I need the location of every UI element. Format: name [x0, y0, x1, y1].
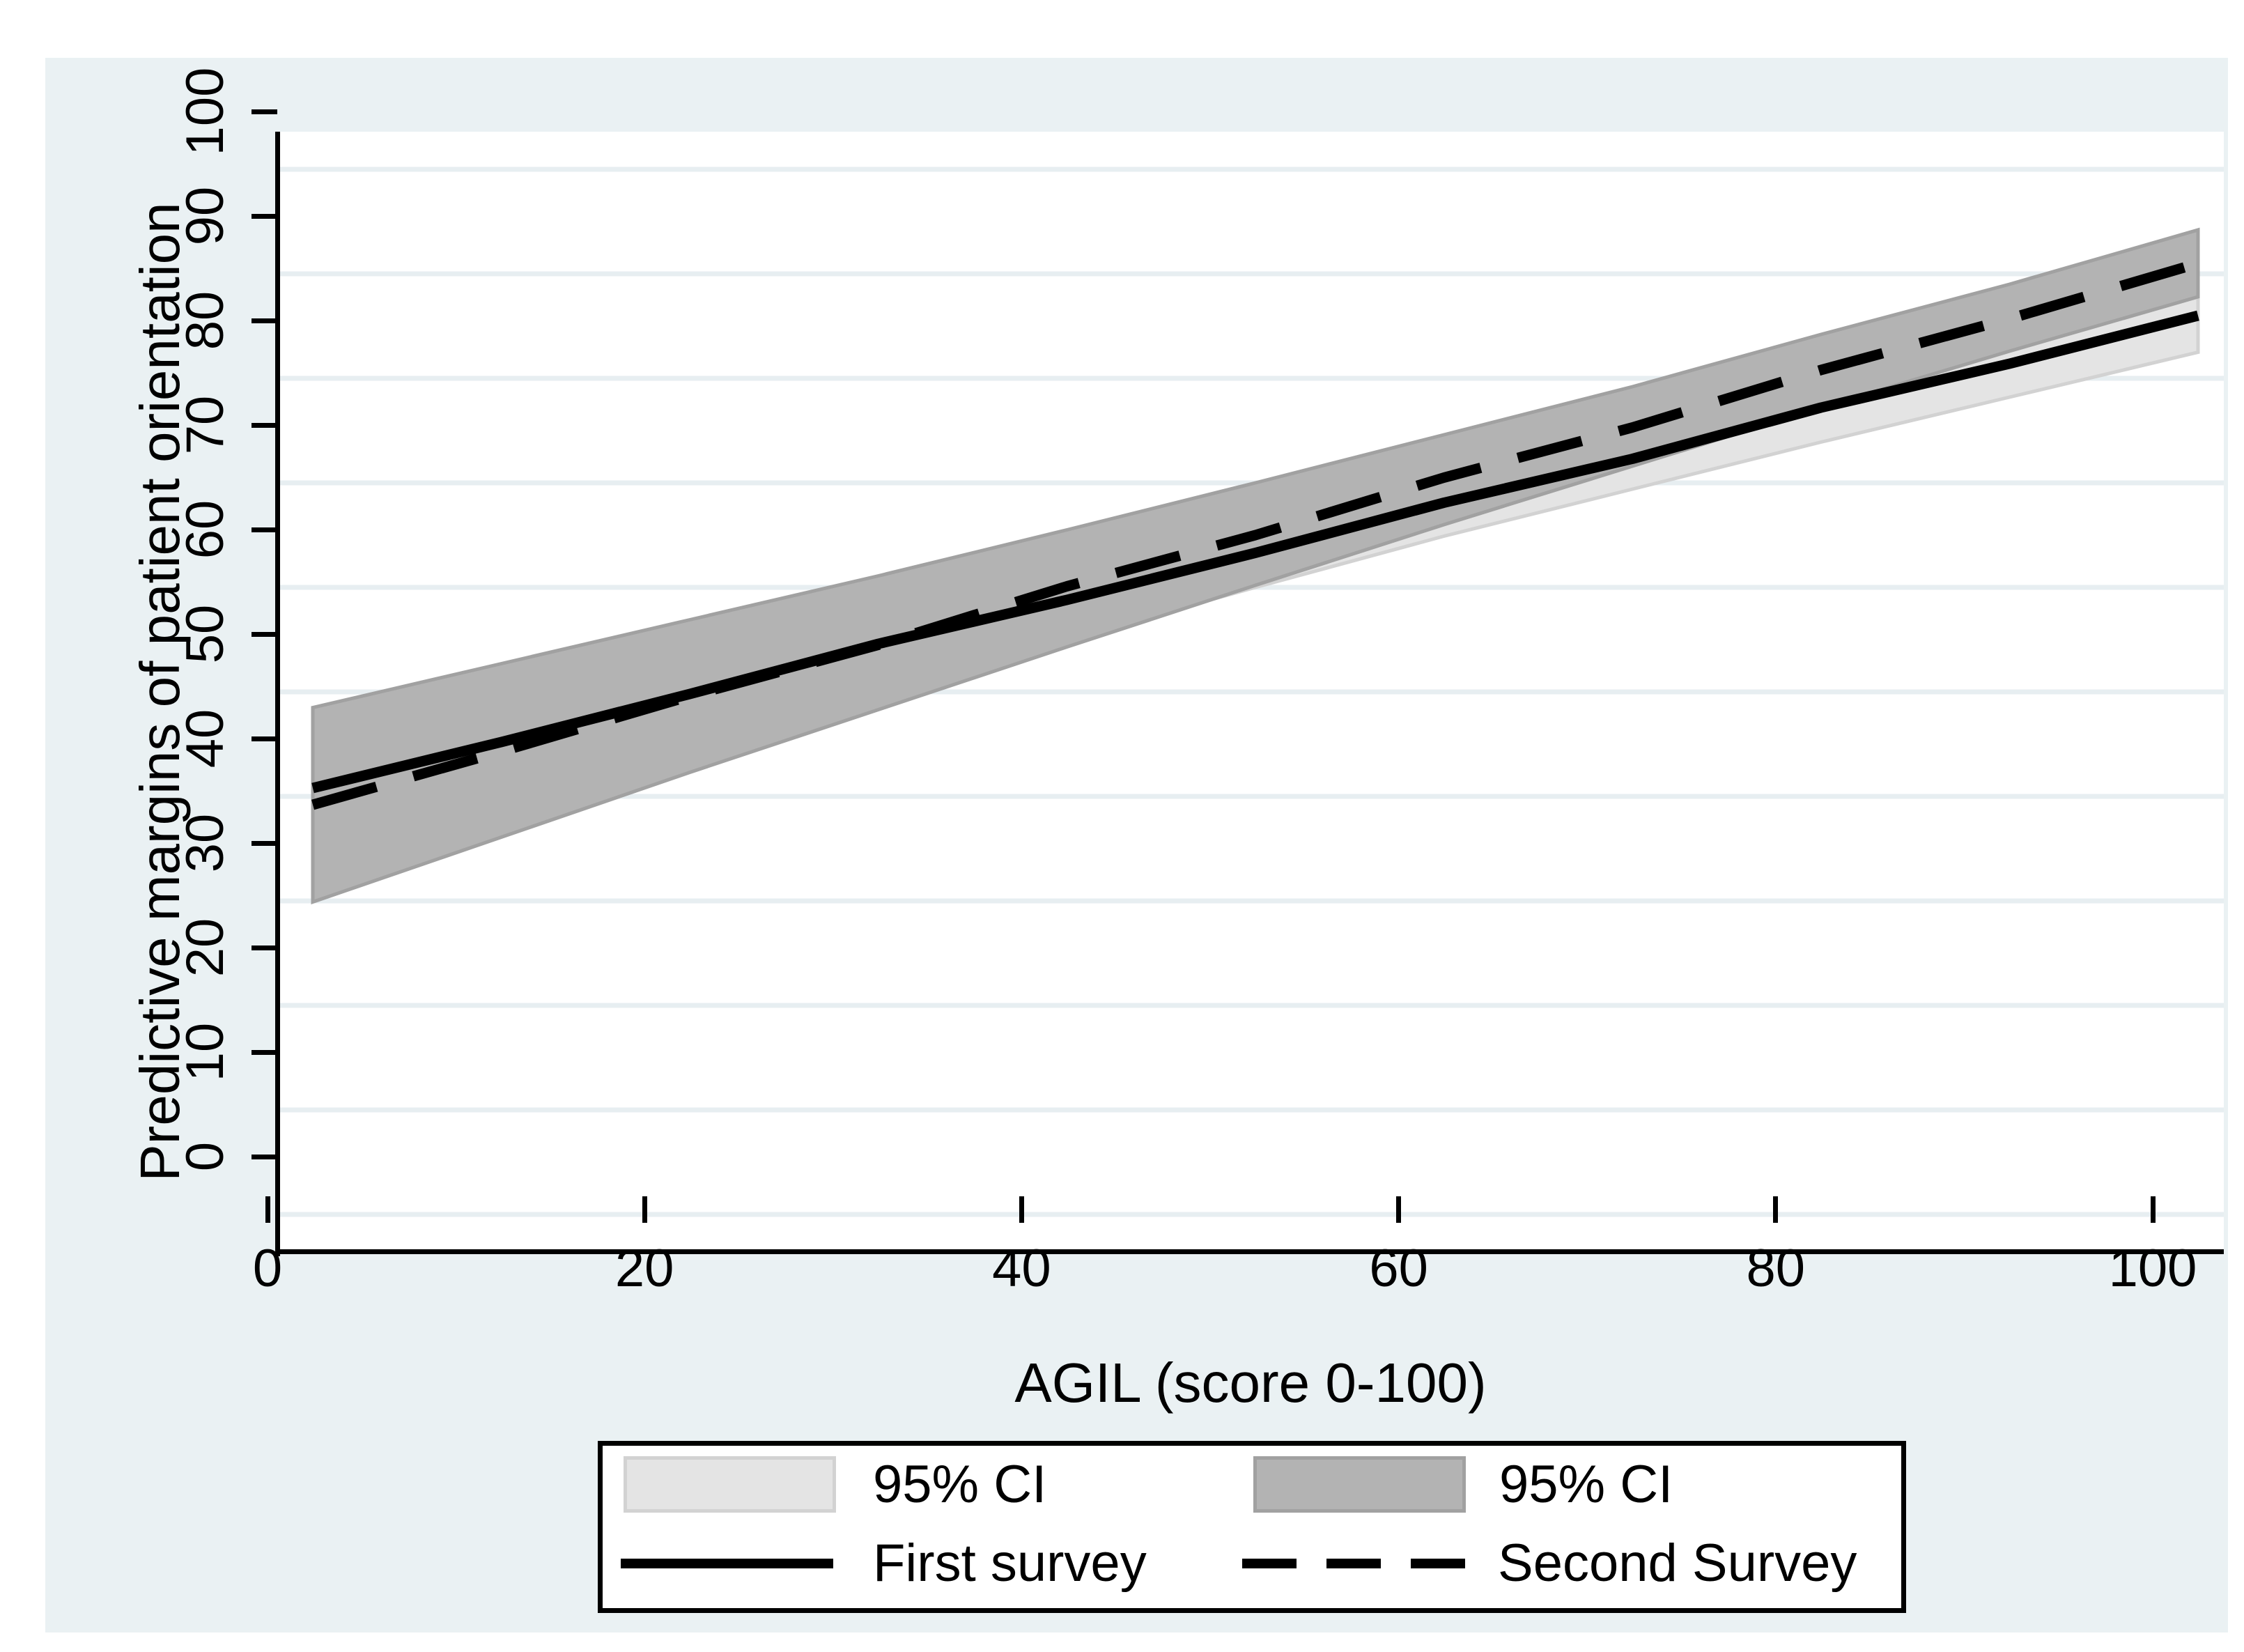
first-ci-swatch	[624, 1456, 836, 1513]
legend-label: 95% CI	[1499, 1454, 1673, 1514]
y-tick	[252, 736, 277, 741]
y-axis-title: Predictive margins of patient orientatio…	[129, 202, 191, 1182]
y-tick	[252, 422, 277, 428]
second-survey-line	[311, 258, 2200, 810]
solid-line-sample	[621, 1558, 833, 1568]
y-tick	[252, 318, 277, 323]
x-tick	[265, 1196, 270, 1223]
legend-label: First survey	[873, 1533, 1147, 1593]
legend-label: Second Survey	[1498, 1533, 1857, 1593]
legend-entry-second-survey: Second Survey	[1242, 1535, 1857, 1591]
y-tick	[252, 840, 277, 846]
x-tick	[1396, 1196, 1402, 1223]
x-axis-title: AGIL (score 0-100)	[1014, 1352, 1487, 1414]
y-tick	[252, 527, 277, 532]
plot-area	[277, 132, 2224, 1251]
x-tick-label: 60	[1369, 1239, 1428, 1298]
first-survey-line	[311, 310, 2199, 794]
figure-canvas: 0 10 20 30 40 50 60 70 80 90 100 0 20 40 60 80 100 Pred…	[45, 58, 2228, 1632]
dashed-line-sample	[1242, 1558, 1465, 1568]
x-tick-label: 20	[614, 1239, 674, 1298]
x-tick	[642, 1196, 647, 1223]
legend-entry-first-survey: First survey	[621, 1535, 1147, 1591]
y-tick-label: 100	[176, 67, 235, 156]
legend-entry-second-ci: 95% CI	[1253, 1456, 1673, 1513]
x-tick	[1773, 1196, 1779, 1223]
x-tick-label: 0	[252, 1239, 283, 1298]
y-tick	[252, 109, 277, 114]
y-axis-line	[275, 132, 280, 1256]
y-tick	[252, 213, 277, 219]
plot-svg	[280, 167, 2224, 1217]
y-tick	[252, 631, 277, 637]
y-tick	[252, 1049, 277, 1055]
x-tick-label: 80	[1746, 1239, 1806, 1298]
series-lines	[311, 258, 2200, 810]
x-tick-label: 100	[2108, 1239, 2197, 1298]
legend-entry-first-ci: 95% CI	[624, 1456, 1046, 1513]
second-ci-swatch	[1253, 1456, 1466, 1513]
y-tick	[252, 945, 277, 950]
x-tick	[1019, 1196, 1024, 1223]
legend-label: 95% CI	[873, 1454, 1047, 1514]
confidence-bands	[311, 227, 2200, 905]
x-tick-label: 40	[992, 1239, 1051, 1298]
x-axis-line	[275, 1249, 2224, 1254]
x-tick	[2150, 1196, 2156, 1223]
y-tick	[252, 1154, 277, 1159]
second-survey-ci-band	[311, 227, 2200, 905]
legend: 95% CI 95% CI First survey Second Survey	[598, 1441, 1906, 1613]
